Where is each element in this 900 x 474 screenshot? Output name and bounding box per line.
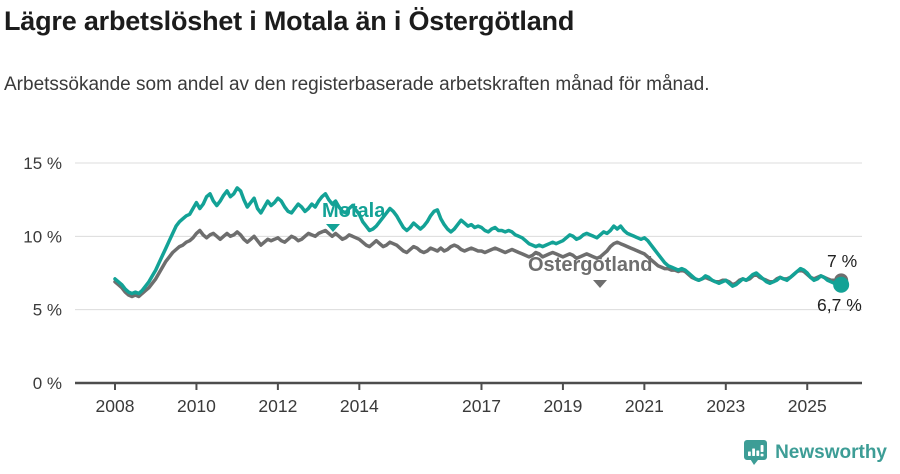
end-value-label-motala: 6,7 % bbox=[817, 295, 862, 315]
x-tick-label: 2012 bbox=[258, 396, 297, 416]
x-tick-label: 2023 bbox=[706, 396, 745, 416]
x-tick-label: 2019 bbox=[543, 396, 582, 416]
page-subtitle: Arbetssökande som andel av den registerb… bbox=[4, 74, 710, 95]
series-label-ostergotland: Östergötland bbox=[528, 253, 652, 276]
y-tick-label: 10 % bbox=[23, 227, 62, 246]
newsworthy-wordmark: Newsworthy bbox=[775, 441, 887, 463]
line-chart: 0 % 5 % 10 % 15 % 2008 2010 2012 2014 2017 2019 20… bbox=[23, 154, 862, 416]
x-tick-label: 2025 bbox=[788, 396, 827, 416]
end-dot-motala bbox=[833, 276, 850, 293]
x-tick-label: 2021 bbox=[625, 396, 664, 416]
series-line-motala bbox=[113, 186, 843, 296]
y-tick-label: 0 % bbox=[33, 374, 62, 393]
x-tick-label: 2010 bbox=[177, 396, 216, 416]
y-tick-label: 15 % bbox=[23, 154, 62, 173]
y-tick-label: 5 % bbox=[33, 301, 62, 320]
series-label-pointer-icon bbox=[593, 280, 607, 288]
x-tick-label: 2017 bbox=[462, 396, 501, 416]
x-tick-label: 2014 bbox=[340, 396, 379, 416]
series-label-motala: Motala bbox=[322, 200, 386, 222]
x-tick-label: 2008 bbox=[96, 396, 135, 416]
newsworthy-bubble-chart-icon bbox=[744, 440, 768, 465]
end-value-label-ostergotland: 7 % bbox=[827, 251, 857, 271]
page-title: Lägre arbetslöshet i Motala än i Östergö… bbox=[4, 6, 575, 36]
newsworthy-logo: Newsworthy bbox=[743, 439, 887, 466]
series-label-pointer-icon bbox=[326, 224, 340, 232]
